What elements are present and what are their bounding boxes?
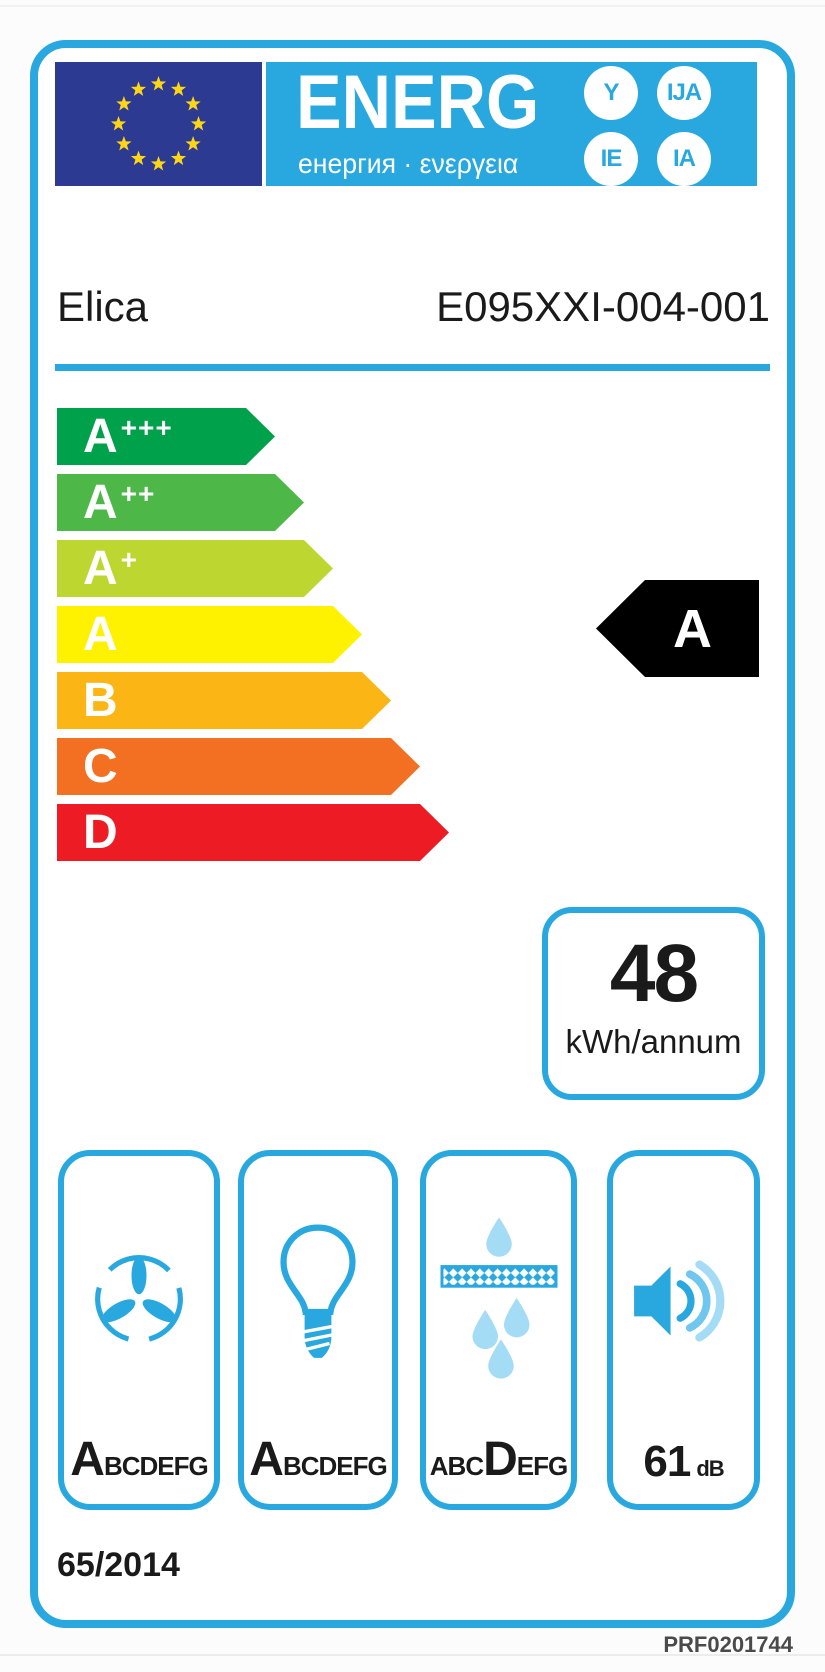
eu-flag-icon xyxy=(55,62,262,186)
fan-icon-wrap xyxy=(64,1156,214,1436)
page-top-edge xyxy=(0,5,825,7)
brand-model-row: Elica E095XXI-004-001 xyxy=(57,283,770,330)
grade-letter: C xyxy=(83,739,118,793)
noise-value: 61 xyxy=(643,1437,691,1486)
ending-badge-ia: IA xyxy=(657,132,711,186)
energy-class-arrow-a: A xyxy=(57,606,362,663)
grade-rest: BCDEFG xyxy=(282,1451,388,1481)
selected-class-arrow: A xyxy=(596,580,759,677)
grade-letter: D xyxy=(83,805,118,859)
energy-label: ENERG енергия · ενεργεια Y IJA IE IA Eli… xyxy=(30,40,795,1628)
energy-logo-banner: ENERG енергия · ενεργεια Y IJA IE IA xyxy=(266,62,757,186)
energy-class-arrow-c: C xyxy=(57,738,420,795)
grade-rest: EFG xyxy=(516,1451,568,1481)
grease-filter-icon xyxy=(439,1217,558,1379)
consumption-unit: kWh/annum xyxy=(565,1023,742,1060)
noise-icon xyxy=(633,1260,724,1342)
selected-grade-letter: A xyxy=(673,598,712,659)
ending-badge-y: Y xyxy=(584,66,638,120)
feature-box-noise: 61 dB xyxy=(607,1150,760,1510)
noise-value-row: 61 dB xyxy=(643,1437,724,1486)
grade-letter: B xyxy=(83,673,118,727)
grade-suffix: + xyxy=(120,543,139,575)
grade-big: A xyxy=(70,1433,105,1486)
feature-box-grease-filtering: ABCDEFG xyxy=(420,1150,577,1510)
energy-class-arrow-b: B xyxy=(57,672,391,729)
energy-class-arrow-a3plus: A +++ xyxy=(57,408,275,465)
energy-subtitle: енергия · ενεργεια xyxy=(298,148,519,179)
regulation-number: 65/2014 xyxy=(57,1546,180,1584)
grade-suffix: +++ xyxy=(120,411,173,443)
brand-name: Elica xyxy=(57,283,149,330)
bulb-icon xyxy=(280,1224,356,1358)
bulb-icon-wrap xyxy=(244,1156,392,1436)
grade-suffix: ++ xyxy=(120,477,156,509)
grade-letter: A xyxy=(83,475,118,529)
noise-unit: dB xyxy=(696,1456,724,1481)
annual-consumption-box: 48 kWh/annum xyxy=(542,907,765,1100)
grade-letter: A xyxy=(83,541,118,595)
feature-box-lighting-efficiency: ABCDEFG xyxy=(238,1150,398,1510)
ending-badge-ie: IE xyxy=(584,132,638,186)
grade-rest: BCDEFG xyxy=(103,1451,209,1481)
grade-letter: A xyxy=(83,409,118,463)
grade-prefix: ABC xyxy=(429,1451,484,1481)
grade-letters: ABCDEFG xyxy=(70,1433,209,1486)
grade-letters: ABCDEFG xyxy=(429,1433,568,1486)
page-bottom-edge xyxy=(0,1654,825,1656)
reference-number: PRF0201744 xyxy=(663,1632,793,1657)
energy-wordmark: ENERG xyxy=(296,62,540,145)
ending-badge-ija: IJA xyxy=(657,66,711,120)
energy-class-arrow-a2plus: A ++ xyxy=(57,474,304,531)
grease-filter-icon-wrap xyxy=(426,1156,571,1436)
feature-box-fan-efficiency: ABCDEFG xyxy=(58,1150,220,1510)
language-endings: Y IJA IE IA xyxy=(584,66,711,186)
grade-letter: A xyxy=(83,607,118,661)
grade-big: D xyxy=(483,1433,518,1486)
noise-icon-wrap xyxy=(613,1156,754,1440)
header-divider xyxy=(55,364,770,371)
fan-icon xyxy=(95,1255,183,1343)
energy-class-arrow-aplus: A + xyxy=(57,540,333,597)
energy-class-arrow-d: D xyxy=(57,804,449,861)
model-number: E095XXI-004-001 xyxy=(436,283,770,330)
grade-letters: ABCDEFG xyxy=(249,1433,388,1486)
grade-big: A xyxy=(249,1433,284,1486)
consumption-value: 48 xyxy=(609,928,699,1019)
